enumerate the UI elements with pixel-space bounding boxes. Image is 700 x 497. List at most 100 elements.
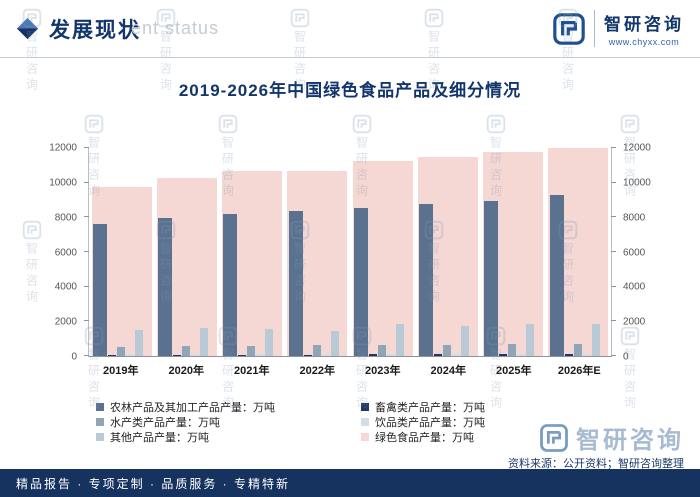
bar — [526, 323, 535, 356]
bar-group — [220, 148, 285, 356]
bar-group — [415, 148, 480, 356]
legend-item: 畜禽类产品产量：万吨 — [361, 399, 485, 414]
bar — [461, 325, 470, 356]
y-axis-label: 2000 — [623, 316, 646, 328]
bar — [368, 354, 377, 356]
bar-subrow — [288, 148, 339, 356]
bar — [265, 328, 274, 356]
axis-tick — [611, 147, 616, 148]
brand-site-url: www.chyxx.com — [608, 37, 680, 47]
axis-tick — [611, 285, 616, 287]
legend-marker — [96, 402, 104, 411]
legend-item: 水产类产品产量：万吨 — [96, 414, 275, 429]
bar — [591, 324, 600, 356]
header-title-block: 发展现状 ent status — [16, 14, 219, 44]
chart-title: 2019-2026年中国绿色食品产品及细分情况 — [178, 81, 522, 100]
bar — [573, 343, 582, 356]
page-title-ghost-text: ent status — [131, 18, 220, 38]
legend-label: 饮品类产品产量：万吨 — [375, 416, 485, 429]
x-axis-label: 2023年 — [365, 365, 401, 377]
y-axis-label: 0 — [623, 351, 629, 363]
brand-watermark: 智研咨询 — [22, 220, 42, 306]
bar — [549, 195, 564, 356]
y-axis-label: 2000 — [54, 316, 77, 328]
axis-tick — [84, 216, 89, 218]
x-axis-label: 2019年 — [103, 365, 139, 377]
y-axis-label: 8000 — [623, 212, 646, 224]
legend-marker — [361, 417, 369, 426]
bar — [158, 217, 173, 356]
axis-tick — [611, 251, 616, 252]
bar — [434, 354, 443, 356]
diamond-icon — [16, 17, 39, 40]
y-axis-label: 6000 — [54, 247, 77, 258]
bar — [191, 354, 200, 356]
bar-group — [154, 148, 219, 356]
brand-name-large: 智研咨询 — [576, 427, 684, 454]
legend-label: 绿色食品产量：万吨 — [375, 431, 474, 444]
bar — [386, 353, 395, 356]
legend-marker — [361, 402, 369, 411]
axis-tick — [611, 216, 616, 218]
bar — [419, 203, 434, 356]
axis-tick — [84, 251, 89, 252]
legend-item: 饮品类产品产量：万吨 — [361, 414, 485, 429]
bar — [200, 327, 209, 356]
legend-marker — [96, 417, 104, 426]
footer-bar: 精品报告 · 专项定制 · 品质服务 · 专精特新 — [0, 469, 700, 497]
bar — [238, 354, 247, 356]
bar — [116, 346, 125, 356]
bar — [517, 353, 526, 356]
bar — [303, 354, 312, 356]
y-axis-label: 4000 — [54, 281, 77, 293]
brand-lockup: 智研咨询 www.chyxx.com — [552, 10, 684, 47]
bar — [330, 330, 339, 356]
legend-item: 其他产品产量：万吨 — [96, 429, 275, 444]
axis-tick — [84, 355, 89, 356]
header: 发展现状 ent status 智研咨询 www.chyxx.com — [0, 0, 700, 58]
bar — [107, 354, 116, 356]
x-axis-label: 2024年 — [430, 365, 466, 377]
bar — [125, 354, 134, 356]
bar — [256, 354, 265, 356]
legend-label: 其他产品产量：万吨 — [110, 431, 209, 444]
bar-group — [285, 148, 350, 356]
legend-label: 水产类产品产量：万吨 — [110, 416, 220, 429]
x-axis-label: 2025年 — [496, 365, 532, 377]
brand-name: 智研咨询 — [604, 15, 684, 34]
bar — [443, 344, 452, 356]
axis-tick — [84, 285, 89, 287]
bar — [92, 223, 107, 356]
bar — [134, 330, 143, 356]
bar-subrow — [92, 148, 143, 356]
bars-container — [89, 148, 611, 356]
bar — [321, 354, 330, 356]
y-axis-label: 0 — [71, 351, 77, 363]
y-axis-label: 6000 — [623, 247, 646, 258]
bar-group — [89, 148, 154, 356]
bar-subrow — [158, 148, 209, 356]
bar — [312, 345, 321, 356]
bar-subrow — [549, 148, 600, 356]
axis-tick — [611, 320, 616, 322]
axis-tick — [84, 181, 89, 183]
bar — [564, 354, 573, 356]
y-axis-left: 0 2000 4000 6000 8000 10000 12000 — [44, 143, 84, 363]
legend: 农林产品及其加工产品产量：万吨 水产类产品产量：万吨 其他产品产量：万吨 畜禽类产品产… — [96, 399, 485, 444]
brand-logo-icon — [539, 423, 569, 453]
bar — [395, 324, 404, 356]
page-title: 发展现状 — [49, 18, 141, 42]
y-axis-label: 4000 — [623, 281, 646, 293]
legend-marker — [361, 432, 369, 441]
x-axis-label: 2021年 — [234, 365, 270, 377]
legend-marker — [96, 432, 104, 441]
x-axis-label: 2020年 — [168, 365, 204, 377]
footer-services: 精品报告 · 专项定制 · 品质服务 · 专精特新 — [16, 476, 290, 491]
watermark-text: 智研咨询 — [488, 348, 503, 412]
bar — [353, 208, 368, 356]
axis-tick — [84, 320, 89, 322]
legend-item: 绿色食品产量：万吨 — [361, 429, 485, 444]
bar — [182, 346, 191, 356]
x-axis-label: 2022年 — [299, 365, 335, 377]
bar — [288, 211, 303, 356]
